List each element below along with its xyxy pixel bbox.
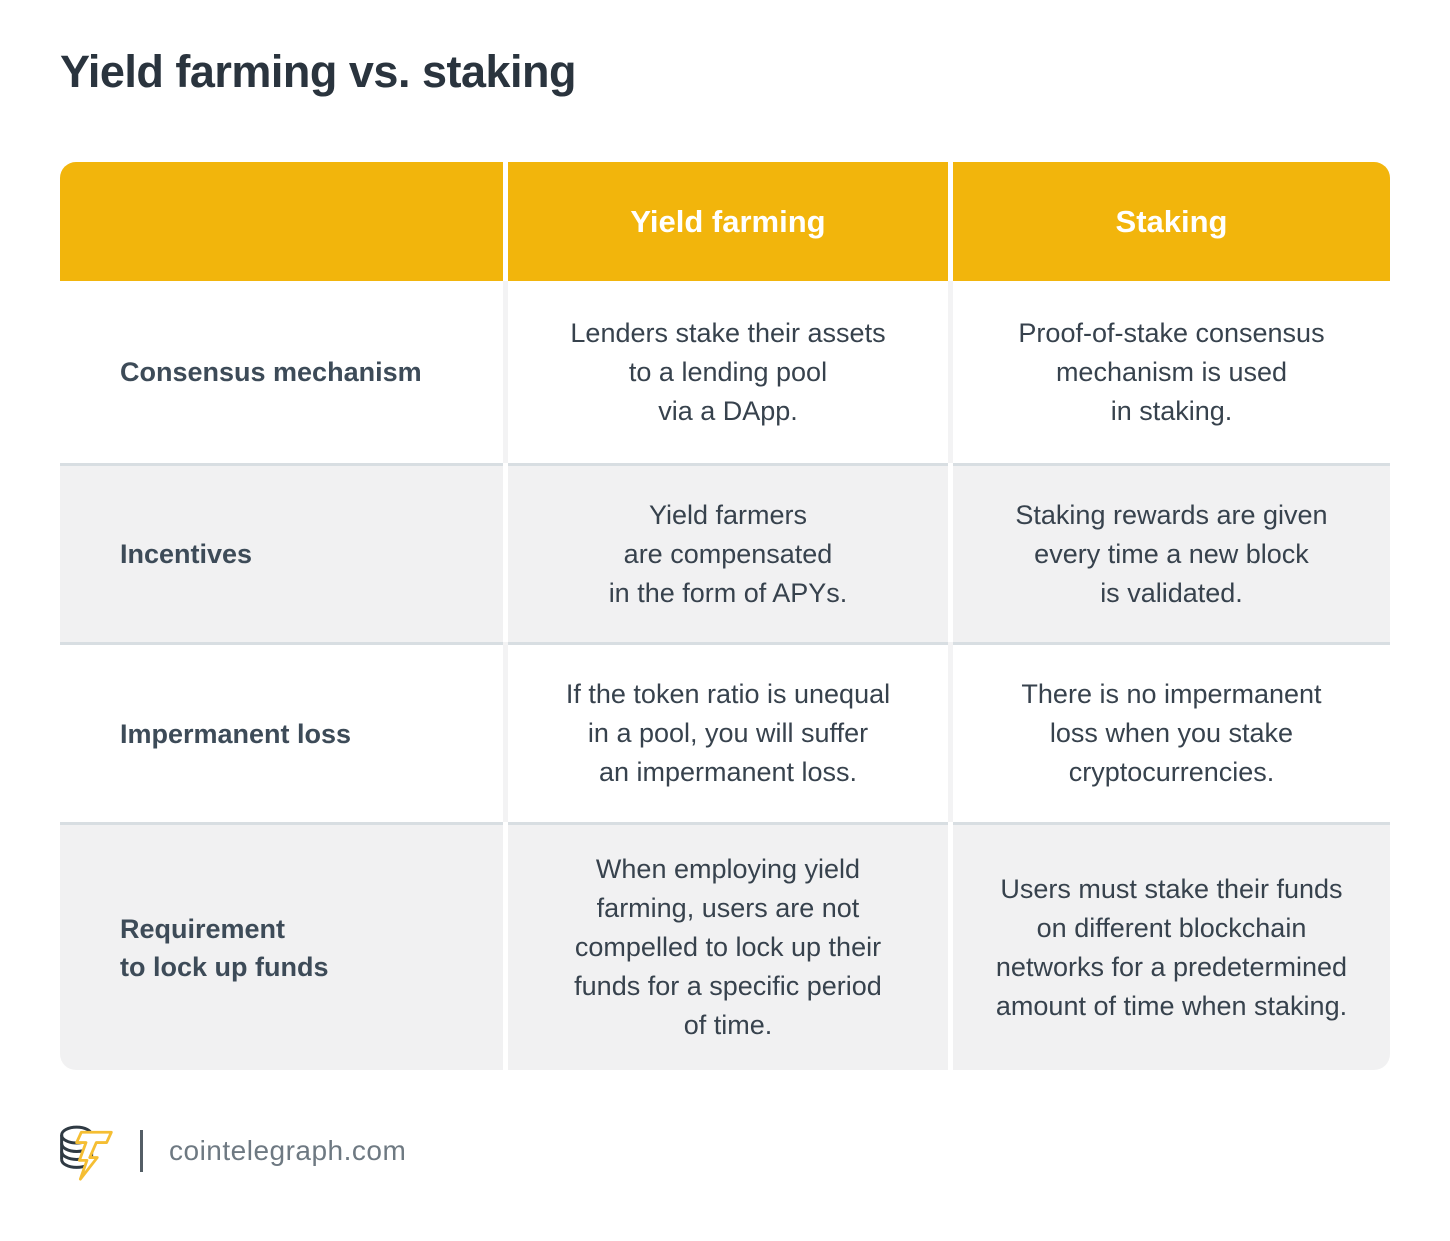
yield-farming-cell: When employing yield farming, users are … [508, 822, 948, 1070]
header-cell-yield-farming: Yield farming [508, 162, 948, 281]
yield-farming-cell: Lenders stake their assets to a lending … [508, 281, 948, 463]
row-label: Requirement to lock up funds [60, 822, 503, 1070]
cointelegraph-logo-icon [60, 1125, 113, 1181]
header-cell-staking: Staking [953, 162, 1390, 281]
footer-divider [140, 1130, 143, 1172]
table-header-row: Yield farming Staking [60, 162, 1390, 281]
row-label: Consensus mechanism [60, 281, 503, 463]
staking-cell: Staking rewards are given every time a n… [953, 463, 1390, 642]
row-label: Impermanent loss [60, 642, 503, 822]
yield-farming-cell: Yield farmers are compensated in the for… [508, 463, 948, 642]
table-row-incentives: Incentives Yield farmers are compensated… [60, 463, 1390, 642]
table-row-consensus-mechanism: Consensus mechanism Lenders stake their … [60, 281, 1390, 463]
staking-cell: Users must stake their funds on differen… [953, 822, 1390, 1070]
staking-cell: Proof-of-stake consensus mechanism is us… [953, 281, 1390, 463]
staking-cell: There is no impermanent loss when you st… [953, 642, 1390, 822]
header-cell-empty [60, 162, 503, 281]
table-row-impermanent-loss: Impermanent loss If the token ratio is u… [60, 642, 1390, 822]
page-title: Yield farming vs. staking [60, 46, 577, 97]
footer-site-url: cointelegraph.com [169, 1135, 407, 1166]
table-row-lockup-requirement: Requirement to lock up funds When employ… [60, 822, 1390, 1070]
row-label: Incentives [60, 463, 503, 642]
footer: cointelegraph.com [56, 1120, 1450, 1182]
comparison-table: Yield farming Staking Consensus mechanis… [60, 162, 1390, 1070]
infographic-page: Yield farming vs. staking Yield farming … [0, 46, 1450, 1241]
yield-farming-cell: If the token ratio is unequal in a pool,… [508, 642, 948, 822]
